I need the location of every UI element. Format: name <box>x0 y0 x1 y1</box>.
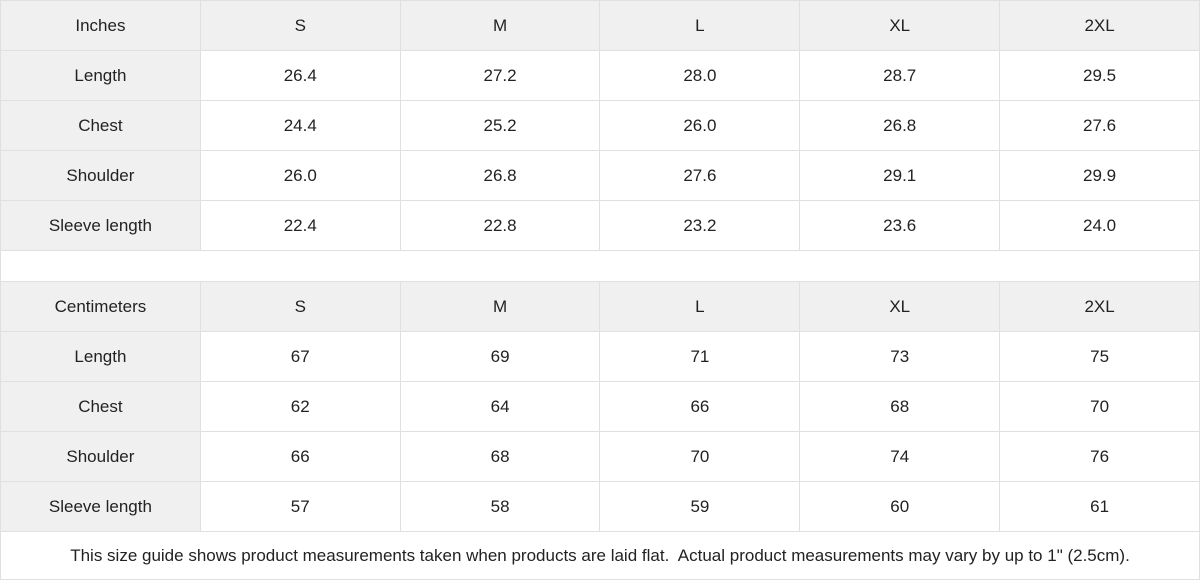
size-header-cell-m: M <box>399 281 601 332</box>
measurement-value: 58 <box>399 481 601 532</box>
measurement-value: 29.1 <box>799 150 1001 201</box>
measurement-value: 76 <box>999 431 1200 482</box>
table-row: Length 67 69 71 73 75 <box>0 331 1200 382</box>
measurement-value: 67 <box>199 331 401 382</box>
table-row: Sleeve length 57 58 59 60 61 <box>0 481 1200 532</box>
inches-table: Inches S M L XL 2XL Length 26.4 27.2 28.… <box>0 0 1200 251</box>
unit-header-cell: Inches <box>0 0 201 51</box>
table-row: Chest 62 64 66 68 70 <box>0 381 1200 432</box>
measurement-value: 28.7 <box>799 50 1001 101</box>
size-header-cell-s: S <box>199 281 401 332</box>
measurement-row-label: Shoulder <box>0 431 201 482</box>
table-row: Chest 24.4 25.2 26.0 26.8 27.6 <box>0 100 1200 151</box>
table-row: Sleeve length 22.4 22.8 23.2 23.6 24.0 <box>0 200 1200 251</box>
measurement-value: 26.0 <box>199 150 401 201</box>
measurement-value: 68 <box>799 381 1001 432</box>
measurement-row-label: Sleeve length <box>0 481 201 532</box>
centimeters-header-row: Centimeters S M L XL 2XL <box>0 281 1200 332</box>
centimeters-table: Centimeters S M L XL 2XL Length 67 69 71… <box>0 281 1200 532</box>
measurement-value: 71 <box>599 331 801 382</box>
measurement-value: 26.4 <box>199 50 401 101</box>
measurement-row-label: Chest <box>0 381 201 432</box>
measurement-value: 66 <box>199 431 401 482</box>
size-header-cell-xl: XL <box>799 0 1001 51</box>
measurement-row-label: Shoulder <box>0 150 201 201</box>
measurement-value: 64 <box>399 381 601 432</box>
measurement-value: 69 <box>399 331 601 382</box>
measurement-value: 22.8 <box>399 200 601 251</box>
inches-header-row: Inches S M L XL 2XL <box>0 0 1200 51</box>
size-header-cell-m: M <box>399 0 601 51</box>
measurement-value: 70 <box>999 381 1200 432</box>
size-header-cell-l: L <box>599 281 801 332</box>
measurement-value: 73 <box>799 331 1001 382</box>
measurement-value: 57 <box>199 481 401 532</box>
measurement-value: 27.2 <box>399 50 601 101</box>
table-row: Length 26.4 27.2 28.0 28.7 29.5 <box>0 50 1200 101</box>
unit-header-cell: Centimeters <box>0 281 201 332</box>
measurement-value: 68 <box>399 431 601 482</box>
size-guide-footnote: This size guide shows product measuremen… <box>0 532 1200 580</box>
measurement-value: 24.4 <box>199 100 401 151</box>
size-header-cell-xl: XL <box>799 281 1001 332</box>
size-header-cell-2xl: 2XL <box>999 281 1200 332</box>
table-spacer <box>0 251 1200 281</box>
measurement-value: 22.4 <box>199 200 401 251</box>
measurement-value: 66 <box>599 381 801 432</box>
measurement-row-label: Length <box>0 50 201 101</box>
measurement-value: 74 <box>799 431 1001 482</box>
measurement-row-label: Chest <box>0 100 201 151</box>
measurement-value: 59 <box>599 481 801 532</box>
measurement-value: 27.6 <box>599 150 801 201</box>
measurement-value: 61 <box>999 481 1200 532</box>
table-row: Shoulder 26.0 26.8 27.6 29.1 29.9 <box>0 150 1200 201</box>
size-header-cell-s: S <box>199 0 401 51</box>
measurement-value: 75 <box>999 331 1200 382</box>
measurement-row-label: Sleeve length <box>0 200 201 251</box>
size-header-cell-2xl: 2XL <box>999 0 1200 51</box>
measurement-value: 26.0 <box>599 100 801 151</box>
measurement-value: 28.0 <box>599 50 801 101</box>
measurement-value: 62 <box>199 381 401 432</box>
measurement-value: 26.8 <box>399 150 601 201</box>
measurement-value: 23.2 <box>599 200 801 251</box>
size-header-cell-l: L <box>599 0 801 51</box>
measurement-value: 26.8 <box>799 100 1001 151</box>
measurement-value: 25.2 <box>399 100 601 151</box>
measurement-value: 60 <box>799 481 1001 532</box>
measurement-value: 70 <box>599 431 801 482</box>
measurement-value: 27.6 <box>999 100 1200 151</box>
measurement-value: 29.5 <box>999 50 1200 101</box>
measurement-row-label: Length <box>0 331 201 382</box>
measurement-value: 29.9 <box>999 150 1200 201</box>
measurement-value: 23.6 <box>799 200 1001 251</box>
table-row: Shoulder 66 68 70 74 76 <box>0 431 1200 482</box>
measurement-value: 24.0 <box>999 200 1200 251</box>
